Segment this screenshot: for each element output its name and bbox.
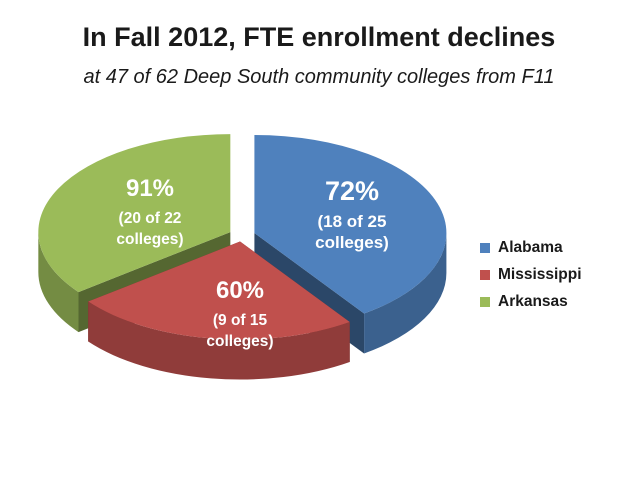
- data-label-count-alabama-1: (18 of 25: [318, 212, 387, 231]
- legend-swatch-mississippi: [480, 269, 490, 280]
- legend-label-mississippi: Mississippi: [498, 265, 582, 283]
- data-label-percent-mississippi: 60%: [216, 277, 264, 304]
- legend-label-alabama: Alabama: [498, 238, 563, 256]
- legend-item-alabama: Alabama: [480, 234, 582, 261]
- chart-title: In Fall 2012, FTE enrollment declines: [82, 22, 556, 52]
- legend-swatch-arkansas: [480, 296, 490, 307]
- legend-item-arkansas: Arkansas: [480, 288, 582, 315]
- data-label-percent-arkansas: 91%: [126, 175, 174, 202]
- data-label-percent-alabama: 72%: [325, 176, 379, 206]
- legend-item-mississippi: Mississippi: [480, 261, 582, 288]
- legend-swatch-alabama: [480, 242, 490, 253]
- data-label-count-arkansas-2: colleges): [116, 231, 183, 248]
- pie-slice-mississippi: [88, 241, 350, 380]
- data-label-count-mississippi-1: (9 of 15: [213, 312, 268, 329]
- legend: Alabama Mississippi Arkansas: [480, 234, 582, 315]
- data-label-count-alabama-2: colleges): [315, 233, 389, 252]
- chart-subtitle: at 47 of 62 Deep South community college…: [83, 66, 555, 88]
- legend-label-arkansas: Arkansas: [498, 292, 568, 310]
- data-label-count-arkansas-1: (20 of 22: [119, 210, 182, 227]
- data-label-count-mississippi-2: colleges): [206, 333, 273, 350]
